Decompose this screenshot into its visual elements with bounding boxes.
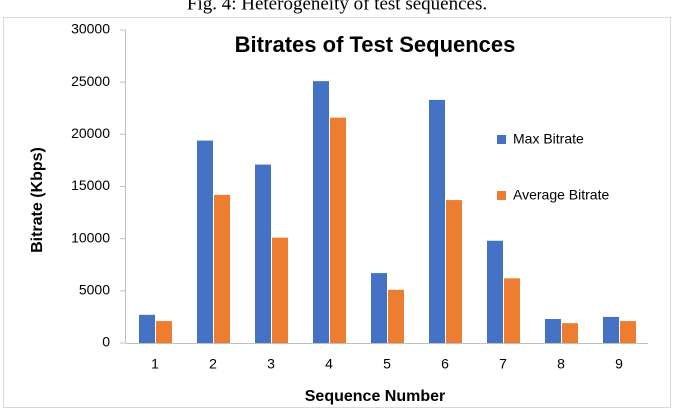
bar [371,273,387,343]
bar [272,237,288,343]
x-tick-label: 6 [441,356,449,372]
y-tick-label: 25000 [71,73,110,89]
bar [139,314,155,343]
legend-swatch [497,191,506,200]
bar [487,240,503,343]
y-axis-label: Bitrate (Kbps) [29,147,46,253]
legend-swatch [497,135,506,144]
x-tick-label: 4 [325,356,333,372]
x-tick-label: 2 [209,356,217,372]
x-tick-label: 5 [383,356,391,372]
bar [388,289,404,343]
x-tick-label: 7 [499,356,507,372]
caption: Fig. 4: Heterogeneity of test sequences. [187,0,487,14]
bar [214,194,230,343]
x-tick-label: 3 [267,356,275,372]
bar [429,99,445,343]
x-tick-label: 9 [615,356,623,372]
bar [603,316,619,343]
y-tick-label: 20000 [71,125,110,141]
chart-title: Bitrates of Test Sequences [235,32,516,57]
bar [156,321,172,343]
chart-frame [3,17,671,408]
y-tick-label: 5000 [79,282,110,298]
bar [620,321,636,343]
bar [313,81,329,343]
bar [446,200,462,343]
y-tick-label: 30000 [71,21,110,37]
x-axis-label: Sequence Number [305,388,445,405]
bar [545,319,561,343]
y-tick-label: 10000 [71,229,110,245]
bar [330,117,346,343]
y-tick-label: 15000 [71,177,110,193]
y-tick-label: 0 [102,334,110,350]
x-tick-label: 8 [557,356,565,372]
legend-label: Max Bitrate [513,131,584,147]
x-tick-label: 1 [151,356,159,372]
legend-label: Average Bitrate [513,187,609,203]
bar [197,140,213,343]
bar [504,278,520,343]
bar [562,323,578,343]
bar [255,164,271,343]
